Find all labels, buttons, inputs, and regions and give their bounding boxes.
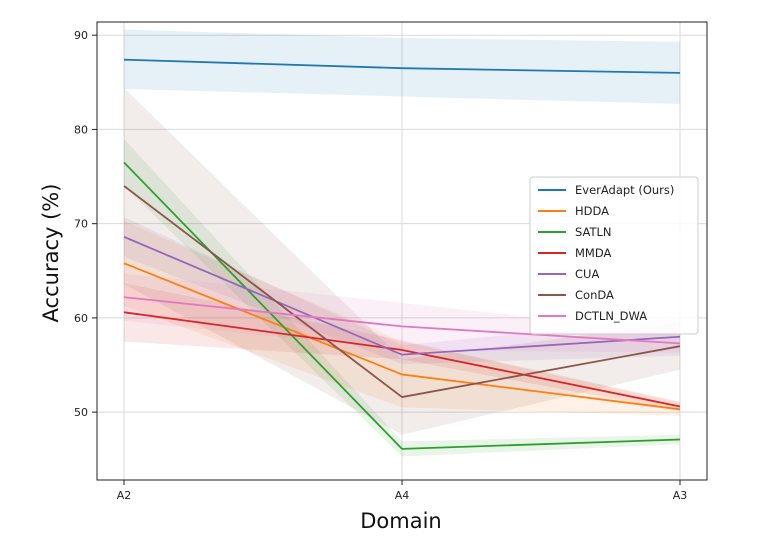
- y-axis-title: Accuracy (%): [39, 184, 63, 323]
- band-conda: [124, 87, 680, 435]
- legend-label: MMDA: [575, 246, 611, 260]
- axis-ticks: [92, 34, 681, 485]
- legend: EverAdapt (Ours) HDDA SATLN MMDA CUA ConDA DCT…: [529, 176, 699, 335]
- line-hdda: [123, 262, 681, 411]
- y-tick-label: 70: [74, 218, 88, 231]
- band-cua: [124, 217, 680, 365]
- band-hdda: [124, 220, 680, 416]
- legend-label: HDDA: [575, 204, 609, 218]
- grid-lines: [97, 22, 707, 480]
- band-mmda: [124, 283, 680, 412]
- y-tick-labels: 50 60 70 80 90: [74, 29, 88, 419]
- x-tick-labels: A2 A4 A3: [117, 489, 688, 502]
- y-tick-label: 60: [74, 312, 88, 325]
- legend-label: CUA: [575, 267, 599, 281]
- y-tick-label: 80: [74, 123, 88, 136]
- y-tick-label: 90: [74, 29, 88, 42]
- line-satln: [123, 161, 681, 450]
- x-tick-label: A3: [673, 489, 688, 502]
- line-dctln-dwa: [123, 296, 681, 345]
- band-everadapt-ours: [124, 29, 680, 104]
- x-tick-label: A4: [395, 489, 410, 502]
- legend-label: DCTLN_DWA: [575, 309, 647, 323]
- line-conda: [123, 185, 681, 398]
- x-axis-title: Domain: [360, 509, 442, 533]
- x-tick-label: A2: [117, 489, 132, 502]
- legend-label: EverAdapt (Ours): [575, 183, 674, 197]
- confidence-bands: [124, 29, 680, 457]
- line-cua: [123, 236, 681, 356]
- legend-box: [529, 176, 699, 335]
- legend-label: SATLN: [575, 225, 612, 239]
- legend-label: ConDA: [575, 288, 614, 302]
- line-mmda: [123, 311, 681, 408]
- line-everadapt-ours: [123, 58, 681, 74]
- y-tick-label: 50: [74, 406, 88, 419]
- series-lines: [123, 58, 681, 450]
